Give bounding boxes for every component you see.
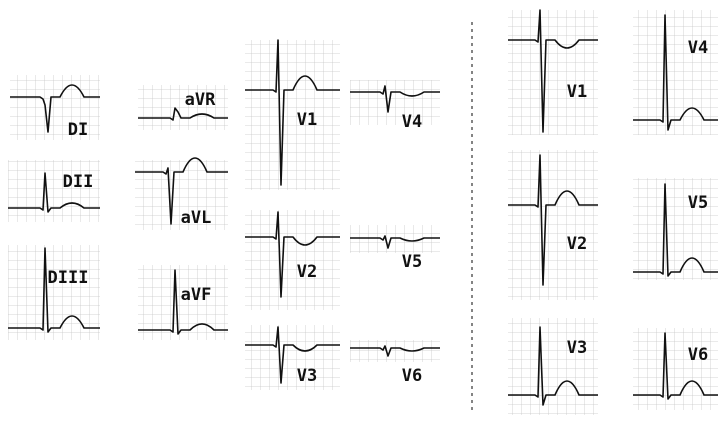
- lead-label: V5: [402, 252, 422, 272]
- ecg-grid: [245, 325, 340, 390]
- lead-label: V1: [297, 110, 317, 130]
- lead-label: DI: [68, 120, 88, 140]
- lead-label: V2: [567, 234, 587, 254]
- ecg-grid: [633, 10, 718, 135]
- lead-label: aVR: [185, 90, 216, 110]
- lead-label: DII: [63, 172, 94, 192]
- lead-label: aVL: [181, 208, 212, 228]
- lead-label: V6: [688, 345, 708, 365]
- lead-label: V6: [402, 366, 422, 386]
- ecg-grid: [633, 328, 718, 410]
- ecg-grid: [245, 40, 340, 190]
- ecg-grid: [8, 245, 100, 340]
- lead-label: V4: [402, 112, 422, 132]
- ecg-grid: [350, 340, 440, 362]
- lead-label: DIII: [48, 268, 89, 288]
- lead-label: V5: [688, 193, 708, 213]
- ecg-grid: [508, 10, 598, 135]
- lead-label: V3: [567, 338, 587, 358]
- ecg-grid: [350, 80, 440, 125]
- lead-label: V4: [688, 38, 708, 58]
- lead-label: V1: [567, 82, 587, 102]
- ecg-figure: DI DII DIII aVR aVL aVF V1 V2 V3 V4 V5 V6 V1 V2 V3 V4 V5…: [0, 0, 718, 424]
- ecg-grid: [245, 210, 340, 310]
- lead-label: aVF: [181, 285, 212, 305]
- ecg-grid: [508, 318, 598, 415]
- ecg-grid: [508, 150, 598, 300]
- ecg-grid: [350, 225, 440, 253]
- lead-label: V2: [297, 262, 317, 282]
- lead-label: V3: [297, 366, 317, 386]
